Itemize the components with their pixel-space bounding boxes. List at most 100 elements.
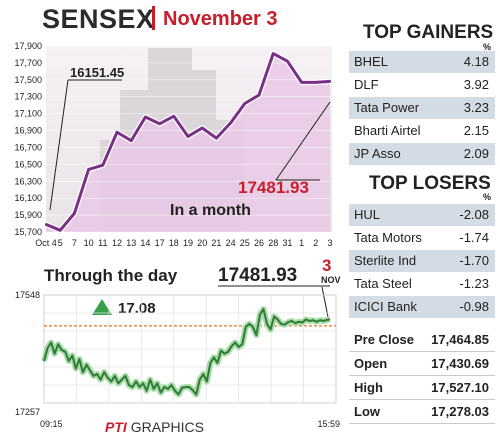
- stat-name: High: [354, 380, 383, 395]
- month-point: [272, 52, 275, 55]
- month-ytick-label: 17,500: [14, 75, 42, 85]
- month-point: [59, 229, 62, 232]
- gainer-name: BHEL: [354, 54, 388, 69]
- gainer-row: BHEL 4.18: [349, 51, 495, 73]
- marker-day: 3: [322, 256, 331, 275]
- stat-row: Low 17,278.03: [349, 401, 495, 423]
- loser-name: ICICI Bank: [354, 299, 417, 314]
- month-caption: In a month: [170, 202, 251, 219]
- day-ytick-label: 17548: [15, 290, 40, 300]
- gainer-value: 2.09: [463, 146, 489, 161]
- month-point: [300, 81, 303, 84]
- stat-value: 17,464.85: [431, 332, 489, 347]
- month-xtick-label: 10: [84, 238, 94, 248]
- month-xtick-label: 12: [112, 238, 122, 248]
- month-point: [73, 212, 76, 215]
- day-xtick-label: 15:59: [317, 419, 340, 429]
- top-losers-title: TOP LOSERS: [369, 173, 491, 194]
- month-xtick-label: 11: [98, 238, 107, 248]
- day-chart-title: Through the day: [44, 266, 178, 285]
- day-change-value: 17.08: [118, 300, 156, 317]
- loser-row: ICICI Bank -0.98: [349, 296, 495, 318]
- loser-row: HUL -2.08: [349, 204, 495, 226]
- stat-name: Open: [354, 356, 388, 371]
- gainer-row: DLF 3.92: [349, 74, 495, 96]
- month-ytick-label: 17,700: [14, 58, 42, 68]
- month-ytick-label: 16,300: [14, 176, 42, 186]
- loser-name: Tata Steel: [354, 276, 412, 291]
- month-point: [229, 121, 232, 125]
- header-date: November 3: [163, 8, 278, 30]
- month-xtick-label: 25: [240, 238, 250, 248]
- stat-divider: [349, 399, 495, 400]
- day-series-line: [43, 308, 331, 396]
- stat-name: Pre Close: [354, 332, 414, 347]
- day-close-value: 17481.93: [218, 265, 297, 286]
- month-point: [130, 139, 133, 142]
- stat-row: High 17,527.10: [349, 377, 495, 399]
- month-ytick-label: 16,500: [14, 159, 42, 169]
- top-gainers-title: TOP GAINERS: [363, 22, 494, 43]
- stat-value: 17,527.10: [431, 380, 489, 395]
- marker-leader: [321, 286, 329, 318]
- pti-logo: PTI: [105, 419, 127, 435]
- month-ytick-label: 15,900: [14, 210, 42, 220]
- month-xtick-label: 2: [313, 238, 318, 248]
- month-xtick-label: 31: [282, 238, 292, 248]
- month-end-annotation: 17481.93: [238, 178, 309, 197]
- loser-value: -0.98: [459, 299, 489, 314]
- month-ytick-label: 15,700: [14, 227, 42, 237]
- month-xtick-label: 3: [327, 238, 332, 248]
- gainer-row: Bharti Airtel 2.15: [349, 120, 495, 142]
- month-point: [115, 131, 119, 134]
- day-chart: Through the day 17481.93 3 NOV 17.08 175…: [15, 256, 341, 429]
- day-xtick-label: 09:15: [40, 419, 63, 429]
- stat-row: Open 17,430.69: [349, 353, 495, 375]
- stat-name: Low: [354, 404, 380, 419]
- month-xtick-label: 20: [197, 238, 207, 248]
- month-point: [314, 81, 317, 84]
- top-gainers-unit: %: [483, 42, 492, 52]
- loser-value: -1.74: [459, 230, 489, 245]
- month-xtick-label: 19: [183, 238, 193, 248]
- month-xtick-label: 5: [58, 238, 63, 248]
- month-point: [101, 164, 105, 167]
- month-ytick-label: 16,100: [14, 193, 42, 203]
- month-point: [144, 115, 147, 119]
- gainer-row: Tata Power 3.23: [349, 97, 495, 119]
- month-point: [243, 102, 246, 105]
- loser-name: Sterlite Ind: [354, 253, 417, 268]
- footer-credit: PTI GRAPHICS: [105, 419, 204, 435]
- month-ytick-label: 17,900: [14, 41, 42, 51]
- gainer-row: JP Asso 2.09: [349, 143, 495, 165]
- gainer-name: Tata Power: [354, 100, 420, 115]
- month-xtick-label: 26: [254, 238, 264, 248]
- month-start-annotation: 16151.45: [70, 65, 124, 80]
- month-point: [158, 122, 161, 125]
- stat-row: Pre Close 17,464.85: [349, 329, 495, 351]
- loser-value: -1.23: [459, 276, 489, 291]
- loser-name: Tata Motors: [354, 230, 422, 245]
- gainer-name: Bharti Airtel: [354, 123, 421, 138]
- month-chart: 17,900 17,700 17,500 17,300 17,100 16,900 16,7…: [14, 41, 332, 248]
- month-point: [201, 126, 204, 130]
- gainer-value: 2.15: [463, 123, 489, 138]
- month-xtick-label: 21: [211, 238, 221, 248]
- header-title: SENSEX: [42, 4, 155, 34]
- month-ytick-label: 17,300: [14, 92, 42, 102]
- month-xtick-label: 28: [268, 238, 278, 248]
- loser-name: HUL: [354, 207, 381, 222]
- gainer-value: 3.23: [463, 100, 489, 115]
- gainer-value: 3.92: [463, 77, 489, 92]
- gainer-value: 4.18: [463, 54, 489, 69]
- loser-value: -2.08: [459, 207, 489, 222]
- footer-text: GRAPHICS: [130, 419, 204, 435]
- month-xtick-label: 13: [126, 238, 136, 248]
- month-point: [87, 168, 90, 171]
- month-xtick-label: 7: [72, 238, 77, 248]
- month-xtick-label: Oct 4: [35, 238, 57, 248]
- month-xtick-label: 18: [169, 238, 179, 248]
- day-ytick-label: 17257: [15, 407, 40, 417]
- loser-row: Sterlite Ind -1.70: [349, 250, 495, 272]
- month-point: [328, 80, 332, 83]
